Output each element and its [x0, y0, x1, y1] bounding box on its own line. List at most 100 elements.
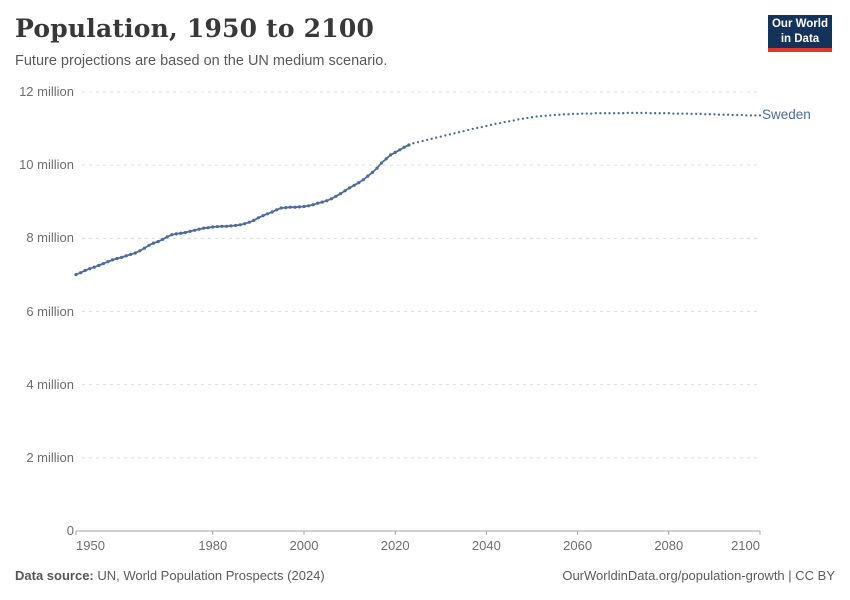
data-source-note: Data source: UN, World Population Prospe… — [15, 568, 325, 583]
projection-dot — [758, 114, 762, 117]
data-point — [329, 197, 333, 201]
projection-dot — [681, 112, 684, 115]
x-axis-label: 2020 — [380, 538, 410, 553]
data-point — [215, 225, 219, 229]
data-point — [338, 192, 343, 196]
projection-dot — [562, 113, 566, 116]
data-point — [129, 252, 133, 256]
projection-dot — [749, 114, 753, 117]
data-point — [297, 205, 301, 209]
projection-dot — [553, 113, 556, 117]
projection-dot — [512, 119, 515, 122]
data-point — [316, 201, 320, 205]
data-point — [279, 206, 283, 210]
chart-footer: Data source: UN, World Population Prospe… — [15, 568, 835, 583]
x-axis-label: 1950 — [76, 538, 105, 553]
data-point — [224, 224, 229, 228]
data-point — [256, 216, 260, 220]
projection-dot — [467, 128, 470, 132]
data-point — [133, 251, 137, 255]
data-point — [325, 199, 329, 203]
data-point — [288, 205, 292, 209]
owid-logo[interactable]: Our World in Data — [768, 15, 832, 52]
projection-dot — [640, 111, 643, 115]
projection-dot — [530, 116, 534, 119]
series-label-sweden[interactable]: Sweden — [762, 107, 811, 122]
data-point — [284, 206, 288, 210]
projection-dot — [699, 112, 702, 116]
data-point — [115, 256, 119, 261]
data-point — [183, 230, 187, 235]
y-axis-label: 0 — [66, 523, 74, 538]
data-point — [110, 258, 115, 262]
data-point — [83, 268, 87, 273]
x-axis-label: 2040 — [471, 538, 501, 553]
projection-dot — [544, 114, 547, 117]
projection-dot — [695, 112, 698, 116]
data-point — [193, 228, 197, 232]
owid-logo-line1: Our World — [771, 18, 828, 30]
projection-dot — [567, 113, 570, 116]
projection-dot — [644, 111, 648, 115]
projection-dot — [571, 112, 575, 116]
projection-dot — [653, 112, 657, 115]
projection-dot — [526, 116, 529, 120]
projection-dot — [462, 129, 465, 133]
projection-dot — [494, 122, 497, 125]
projection-dot — [658, 112, 661, 115]
projection-dot — [471, 127, 474, 131]
x-axis-label: 1980 — [198, 538, 228, 553]
data-point — [357, 181, 361, 185]
data-point — [302, 204, 306, 209]
data-point — [252, 218, 256, 222]
projection-dot — [612, 112, 616, 115]
data-point — [270, 210, 274, 214]
projection-dot — [416, 140, 420, 144]
projection-dot — [444, 134, 447, 137]
projection-dot — [649, 112, 652, 115]
data-point — [402, 145, 406, 149]
data-point — [124, 254, 128, 258]
data-point — [197, 227, 201, 231]
projection-dot — [626, 111, 629, 115]
projection-dot — [421, 139, 424, 143]
projection-dot — [717, 113, 721, 116]
data-point — [307, 204, 311, 208]
data-point — [393, 150, 397, 154]
projection-dot — [453, 132, 456, 135]
projection-dot — [754, 114, 757, 117]
projection-dot — [448, 133, 452, 136]
data-point — [379, 161, 384, 165]
projection-dot — [617, 112, 620, 115]
data-point — [243, 222, 247, 226]
projection-dot — [476, 126, 479, 130]
x-axis-label: 2080 — [654, 538, 684, 553]
data-point — [352, 183, 356, 187]
projection-dot — [558, 113, 561, 116]
projection-dot — [745, 114, 748, 117]
projection-dot — [508, 120, 511, 123]
projection-dot — [489, 123, 493, 127]
data-point — [206, 226, 210, 230]
data-point — [293, 205, 297, 209]
footer-link[interactable]: OurWorldinData.org/population-growth | C… — [562, 568, 835, 583]
data-point — [261, 214, 265, 218]
projection-dot — [726, 113, 730, 116]
x-axis-label: 2000 — [289, 538, 319, 553]
data-source-label: Data source: — [15, 568, 94, 583]
projection-dot — [740, 113, 743, 117]
data-point — [384, 157, 388, 161]
data-point — [142, 246, 146, 250]
data-point — [170, 233, 174, 237]
projection-dot — [631, 111, 634, 115]
chart-subtitle: Future projections are based on the UN m… — [15, 53, 388, 69]
data-point — [88, 267, 92, 271]
data-point — [320, 200, 324, 204]
data-point — [348, 186, 352, 190]
data-point — [161, 237, 165, 241]
data-point — [79, 271, 83, 275]
data-point — [174, 232, 178, 236]
projection-dot — [581, 112, 584, 115]
